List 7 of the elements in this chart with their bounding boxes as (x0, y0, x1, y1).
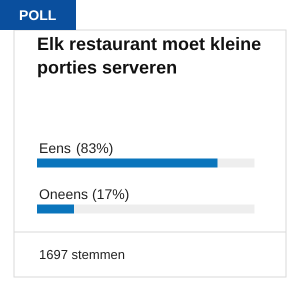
data-label: (17%) (92, 186, 130, 202)
y-tick-label: Eens (39, 140, 71, 156)
y-tick-label: Oneens (39, 186, 88, 202)
data-label: (83%) (76, 140, 114, 156)
text: POLL (19, 7, 57, 23)
text: 1697 stemmen (39, 247, 125, 262)
chart-title: Elk restaurant moet kleine porties serveren (37, 34, 262, 78)
